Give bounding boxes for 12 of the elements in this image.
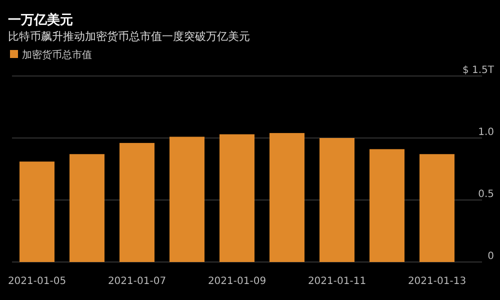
y-tick-label: 0 (488, 251, 494, 262)
x-tick-label: 2021-01-11 (308, 276, 366, 287)
chart-title: 一万亿美元 (8, 12, 73, 28)
y-tick-label: 0.5 (478, 189, 494, 200)
legend-label: 加密货币总市值 (22, 49, 92, 61)
chart-subtitle: 比特币飙升推动加密货币总市值一度突破万亿美元 (8, 30, 250, 43)
y-tick-label: $ 1.5T (462, 65, 495, 76)
x-tick-label: 2021-01-13 (408, 276, 466, 287)
y-tick-label: 1.0 (478, 127, 494, 138)
x-tick-label: 2021-01-09 (208, 276, 266, 287)
x-tick-label: 2021-01-07 (108, 276, 166, 287)
x-tick-label: 2021-01-05 (8, 276, 66, 287)
